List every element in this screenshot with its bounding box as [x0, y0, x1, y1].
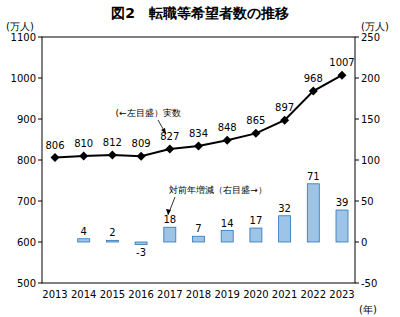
line-marker [223, 136, 232, 145]
line-label: 827 [160, 131, 179, 142]
bar-label: 39 [336, 197, 349, 208]
y2-tick-label: 50 [361, 196, 374, 207]
bar [106, 240, 118, 242]
plot-frame [42, 37, 355, 283]
y-tick-label: 1000 [11, 73, 36, 84]
bar [279, 216, 291, 242]
bar-label: 17 [250, 215, 263, 226]
x-tick-label: 2013 [42, 289, 67, 300]
chart: 図2 転職等希望者数の推移(万人)(万人)(年)5006007008009001… [0, 0, 400, 317]
line-label: 810 [74, 138, 93, 149]
y-axis-label: (万人) [6, 21, 34, 32]
line-marker [309, 87, 318, 96]
line-marker [251, 129, 260, 138]
series-annotation: (←左目盛）実数 [115, 108, 180, 118]
x-tick-label: 2023 [329, 289, 354, 300]
annotations: (←左目盛）実数対前年増減（右目盛→） [115, 108, 266, 215]
line-marker [137, 152, 146, 161]
bar-label: 71 [307, 171, 320, 182]
bar [221, 231, 233, 242]
line-marker [108, 151, 117, 160]
bar-label: 18 [163, 214, 176, 225]
y-tick-label: 1100 [11, 32, 36, 43]
y2-tick [355, 283, 359, 284]
y2-tick-label: -50 [361, 278, 377, 289]
y-tick [38, 201, 42, 202]
y2-tick-label: 250 [361, 32, 380, 43]
x-tick-label: 2015 [100, 289, 125, 300]
line-marker [51, 153, 60, 162]
line-label: 812 [103, 137, 122, 148]
y2-tick [355, 78, 359, 79]
y-tick-label: 800 [17, 155, 36, 166]
line-marker [338, 71, 347, 80]
annotation-arrow [158, 120, 166, 134]
x-tick-label: 2018 [186, 289, 211, 300]
y-tick [38, 37, 42, 38]
y2-tick [355, 160, 359, 161]
y-tick [38, 119, 42, 120]
y-tick [38, 283, 42, 284]
y2-tick [355, 119, 359, 120]
y-tick-label: 700 [17, 196, 36, 207]
line-marker [165, 144, 174, 153]
x-tick-label: 2016 [128, 289, 153, 300]
bar [135, 242, 147, 244]
y-tick-label: 900 [17, 114, 36, 125]
bar [250, 228, 262, 242]
y2-tick [355, 201, 359, 202]
y-tick [38, 78, 42, 79]
y-tick [38, 160, 42, 161]
bar [336, 210, 348, 242]
y-tick-label: 600 [17, 237, 36, 248]
x-tick-label: 2014 [71, 289, 96, 300]
line [55, 75, 342, 157]
bar [307, 184, 319, 242]
line-label: 809 [132, 138, 151, 149]
y-tick-label: 500 [17, 278, 36, 289]
annotation-arrowhead [166, 209, 171, 215]
line-label: 897 [275, 102, 294, 113]
y2-tick [355, 37, 359, 38]
line-label: 834 [189, 128, 208, 139]
line-marker [79, 151, 88, 160]
bar-label: 4 [81, 226, 87, 237]
y-tick [38, 242, 42, 243]
y2-axis-label: (万人) [361, 21, 389, 32]
line-label: 1007 [329, 57, 354, 68]
line-label: 848 [218, 122, 237, 133]
x-tick-label: 2019 [214, 289, 239, 300]
bar-label: 7 [195, 223, 201, 234]
x-tick-label: 2020 [243, 289, 268, 300]
annotation-arrowhead [161, 128, 166, 134]
bar-label: 32 [278, 203, 291, 214]
y2-tick [355, 242, 359, 243]
line-marker [280, 116, 289, 125]
x-axis-label: (年) [359, 304, 377, 315]
line-label: 865 [246, 115, 265, 126]
plot-marks [51, 71, 349, 245]
series-annotation: 対前年増減（右目盛→） [169, 185, 267, 195]
data-labels: 806 810 812 809 827 834 848 865 897 968 1007 4 2 -3 18… [45, 57, 354, 258]
y2-tick-label: 200 [361, 73, 380, 84]
bar-label: -3 [136, 247, 146, 258]
bar-label: 2 [109, 227, 115, 238]
bar-label: 14 [221, 218, 234, 229]
bar [78, 239, 90, 242]
line-label: 806 [45, 140, 64, 151]
line-marker [194, 142, 203, 151]
line-label: 968 [304, 73, 323, 84]
y2-tick-label: 0 [361, 237, 367, 248]
x-tick-label: 2021 [272, 289, 297, 300]
title: 図2 転職等希望者数の推移 [111, 5, 289, 21]
bar [164, 227, 176, 242]
y2-tick-label: 150 [361, 114, 380, 125]
x-tick-label: 2017 [157, 289, 182, 300]
y2-tick-label: 100 [361, 155, 380, 166]
bar [193, 236, 205, 242]
x-tick-label: 2022 [301, 289, 326, 300]
